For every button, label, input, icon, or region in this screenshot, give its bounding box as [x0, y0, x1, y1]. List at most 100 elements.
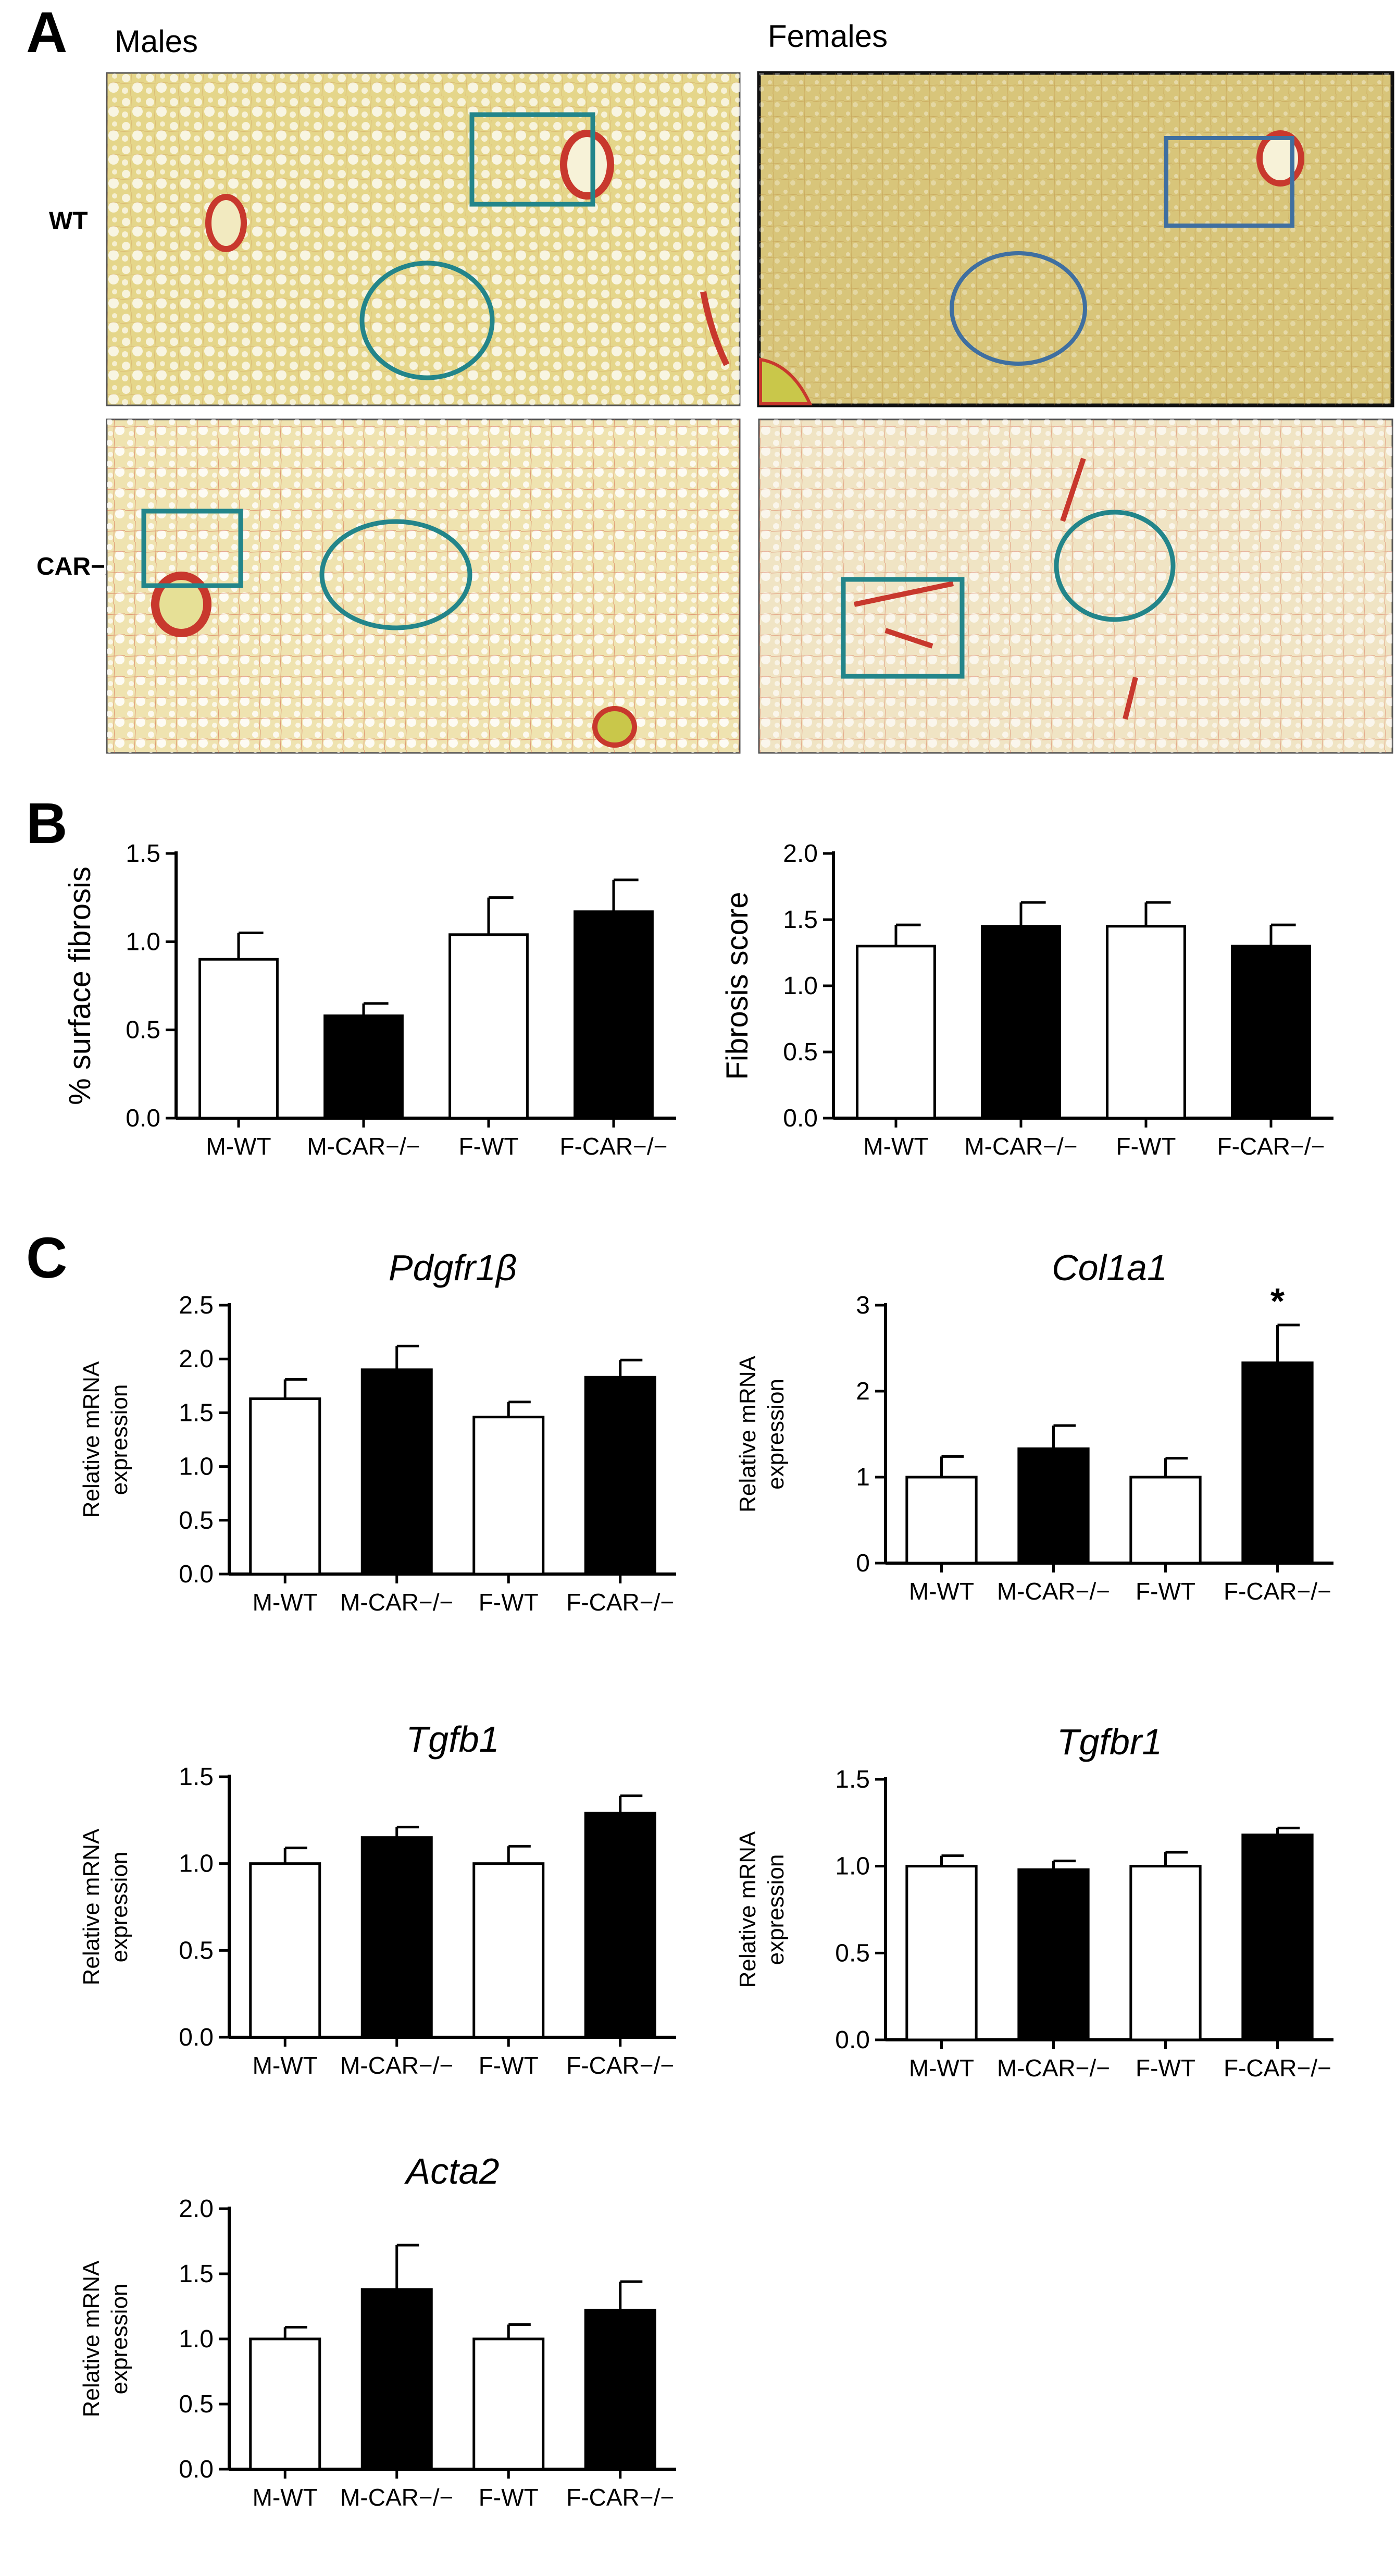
- x-tick-label: M-WT: [863, 1133, 928, 1160]
- x-tick-label: M-CAR−/−: [964, 1133, 1077, 1160]
- bar: [1129, 1865, 1202, 2041]
- bar: [584, 1376, 656, 1576]
- y-axis-label: Relative mRNA: [79, 2260, 104, 2417]
- y-tick-label: 0.5: [126, 1017, 160, 1044]
- y-axis-label: expression: [107, 1852, 132, 1963]
- bar: [472, 1862, 545, 2039]
- y-tick-label: 2.0: [783, 840, 818, 868]
- panel-letter-c: C: [26, 1226, 67, 1290]
- highlight-box-male-car-knockout: [141, 509, 243, 588]
- x-tick-label: F-WT: [479, 2484, 539, 2511]
- y-tick-label: 0.5: [179, 1937, 214, 1964]
- highlight-box-female-car-knockout: [841, 577, 965, 679]
- chart-title: Pdgfr1β: [389, 1247, 517, 1288]
- y-tick-label: 0.0: [179, 2024, 214, 2051]
- y-tick-label: 2.0: [179, 2195, 214, 2223]
- x-tick-label: M-WT: [909, 2054, 974, 2082]
- x-tick-label: F-WT: [479, 2052, 539, 2079]
- y-tick-label: 1.0: [179, 1850, 214, 1878]
- chart-title: Tgfbr1: [1057, 1722, 1162, 1762]
- y-axis-label: Relative mRNA: [79, 1361, 104, 1518]
- bar: [360, 1836, 433, 2039]
- bar: [981, 925, 1061, 1120]
- x-tick-label: F-CAR−/−: [1224, 1578, 1331, 1605]
- y-tick-label: 0.5: [179, 2391, 214, 2418]
- panel-letter-b: B: [26, 791, 67, 856]
- x-tick-label: M-CAR−/−: [997, 2054, 1110, 2082]
- y-axis-label: % surface fibrosis: [63, 866, 97, 1105]
- x-tick-label: M-CAR−/−: [340, 2052, 453, 2079]
- highlight-circle-male-car-knockout: [319, 519, 472, 630]
- bar: [249, 2337, 321, 2471]
- bar-charts: 0.0 0.5 1.0 1.5 M-WT M-CAR−/− F-WT F-CAR−/− % su…: [63, 840, 1333, 2511]
- y-tick-label: 1.0: [835, 1853, 870, 1880]
- y-tick-label: 1.5: [179, 1399, 214, 1427]
- bar: [448, 933, 529, 1120]
- x-tick-label: F-CAR−/−: [566, 2052, 674, 2079]
- bar: [360, 2288, 433, 2471]
- bar: [1241, 1361, 1314, 1565]
- chart-2: 0.0 0.5 1.0 1.5 2.0 M-WT M-CAR−/− F-WT F-CAR−/− F…: [720, 840, 1333, 1160]
- chart-1: 0.0 0.5 1.0 1.5 M-WT M-CAR−/− F-WT F-CAR−/− % su…: [63, 840, 676, 1160]
- column-label-males: Males: [115, 24, 198, 59]
- bar: [905, 1865, 978, 2041]
- y-tick-label: 1.5: [179, 1763, 214, 1791]
- chart-7: 0.0 0.5 1.0 1.5 2.0 M-WT M-CAR−/− F-WT F-CAR−/− A…: [79, 2151, 676, 2511]
- y-tick-label: 0: [856, 1550, 870, 1577]
- y-axis-label: Relative mRNA: [79, 1828, 104, 1985]
- micrograph-male-car-knockout: [106, 418, 741, 754]
- bar: [1241, 1834, 1314, 2041]
- y-tick-label: 0.0: [179, 2456, 214, 2483]
- chart-title: Col1a1: [1052, 1247, 1167, 1288]
- x-tick-label: F-CAR−/−: [1217, 1133, 1325, 1160]
- bar: [249, 1397, 321, 1576]
- bar: [472, 2337, 545, 2471]
- bar: [905, 1476, 978, 1565]
- y-tick-label: 0.0: [126, 1105, 160, 1132]
- y-tick-label: 0.0: [835, 2026, 870, 2054]
- x-tick-label: F-WT: [1136, 1578, 1195, 1605]
- chart-5: 0.0 0.5 1.0 1.5 M-WT M-CAR−/− F-WT F-CAR−/− Tgfb…: [79, 1719, 676, 2079]
- y-axis-label: Relative mRNA: [735, 1831, 761, 1988]
- bar: [856, 945, 936, 1120]
- significance-marker: *: [1270, 1281, 1285, 1321]
- y-tick-label: 0.0: [179, 1561, 214, 1588]
- x-tick-label: F-WT: [1116, 1133, 1176, 1160]
- x-tick-label: F-WT: [479, 1589, 539, 1616]
- y-tick-label: 1.0: [179, 1453, 214, 1481]
- x-tick-label: M-WT: [206, 1133, 271, 1160]
- y-tick-label: 0.5: [783, 1038, 818, 1066]
- bar: [1017, 1868, 1090, 2041]
- y-tick-label: 0.0: [783, 1105, 818, 1132]
- y-tick-label: 2: [856, 1378, 870, 1405]
- x-tick-label: F-CAR−/−: [566, 2484, 674, 2511]
- x-tick-label: M-CAR−/−: [340, 1589, 453, 1616]
- bar: [584, 2309, 656, 2471]
- x-tick-label: M-WT: [909, 1578, 974, 1605]
- y-axis-label: Relative mRNA: [735, 1355, 761, 1512]
- x-tick-label: M-CAR−/−: [307, 1133, 420, 1160]
- x-tick-label: F-CAR−/−: [559, 1133, 667, 1160]
- x-tick-label: M-CAR−/−: [340, 2484, 453, 2511]
- y-tick-label: 0.5: [179, 1507, 214, 1534]
- bar: [1017, 1447, 1090, 1565]
- row-label-wt: WT: [49, 207, 88, 235]
- y-tick-label: 2.0: [179, 1345, 214, 1373]
- y-tick-label: 0.5: [835, 1939, 870, 1967]
- bar: [574, 910, 654, 1120]
- highlight-circle-female-wt: [950, 251, 1087, 366]
- bar: [249, 1862, 321, 2039]
- y-tick-label: 1.5: [179, 2260, 214, 2288]
- y-tick-label: 1.5: [126, 840, 160, 868]
- bar: [360, 1368, 433, 1576]
- y-tick-label: 1.5: [783, 906, 818, 934]
- highlight-circle-male-wt: [359, 261, 495, 380]
- micrograph-male-wt: [106, 72, 741, 406]
- bar: [1231, 945, 1311, 1120]
- highlight-circle-female-car-knockout: [1054, 510, 1176, 622]
- y-tick-label: 1: [856, 1464, 870, 1491]
- bar: [198, 958, 279, 1120]
- bar: [323, 1014, 404, 1120]
- x-tick-label: M-WT: [253, 1589, 318, 1616]
